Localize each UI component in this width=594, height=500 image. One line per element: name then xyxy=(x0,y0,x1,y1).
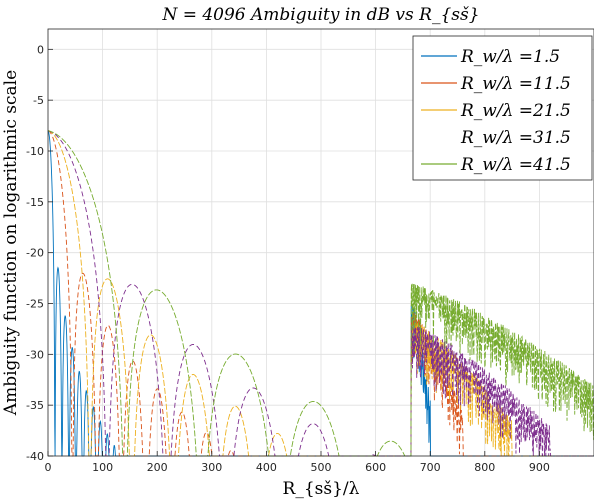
x-tick-label: 800 xyxy=(474,461,495,474)
y-tick-label: -15 xyxy=(26,196,44,209)
x-tick-label: 300 xyxy=(201,461,222,474)
y-tick-label: -10 xyxy=(26,145,44,158)
legend-label-5: R_w/λ =41.5 xyxy=(460,155,571,175)
y-tick-labels: 0 -5 -10 -15 -20 -25 -30 -35 -40 xyxy=(26,43,53,463)
x-tick-label: 900 xyxy=(529,461,550,474)
y-tick-label: -30 xyxy=(26,348,44,361)
legend-label-3: R_w/λ =21.5 xyxy=(460,101,571,121)
legend: R_w/λ =1.5 R_w/λ =11.5 R_w/λ =21.5 R_w/λ =3… xyxy=(412,35,593,181)
chart-title: N = 4096 Ambiguity in dB vs R_{sš} xyxy=(161,5,479,25)
y-tick-label: -25 xyxy=(26,298,44,311)
y-axis-label: Ambiguity function on logarithmic scale xyxy=(1,70,21,416)
x-tick-label: 0 xyxy=(45,461,52,474)
x-tick-label: 200 xyxy=(147,461,168,474)
legend-label-4: R_w/λ =31.5 xyxy=(460,128,571,148)
legend-label-1: R_w/λ =1.5 xyxy=(460,47,560,67)
x-axis-label: R_{sš}/λ xyxy=(283,479,360,499)
y-tick-label: -20 xyxy=(26,247,44,260)
x-tick-label: 500 xyxy=(311,461,332,474)
x-tick-label: 100 xyxy=(92,461,113,474)
series-line-5 xyxy=(47,130,594,457)
x-tick-labels: 0 100 200 300 400 500 600 700 800 900 xyxy=(45,451,550,474)
x-tick-label: 700 xyxy=(420,461,441,474)
series-line-4 xyxy=(47,130,594,457)
legend-box xyxy=(412,35,593,181)
y-tick-label: -40 xyxy=(26,450,44,463)
y-tick-label: 0 xyxy=(37,43,44,56)
y-tick-label: -35 xyxy=(26,399,44,412)
legend-label-2: R_w/λ =11.5 xyxy=(460,74,571,94)
x-tick-label: 600 xyxy=(365,461,386,474)
x-tick-label: 400 xyxy=(256,461,277,474)
y-tick-label: -5 xyxy=(33,94,44,107)
